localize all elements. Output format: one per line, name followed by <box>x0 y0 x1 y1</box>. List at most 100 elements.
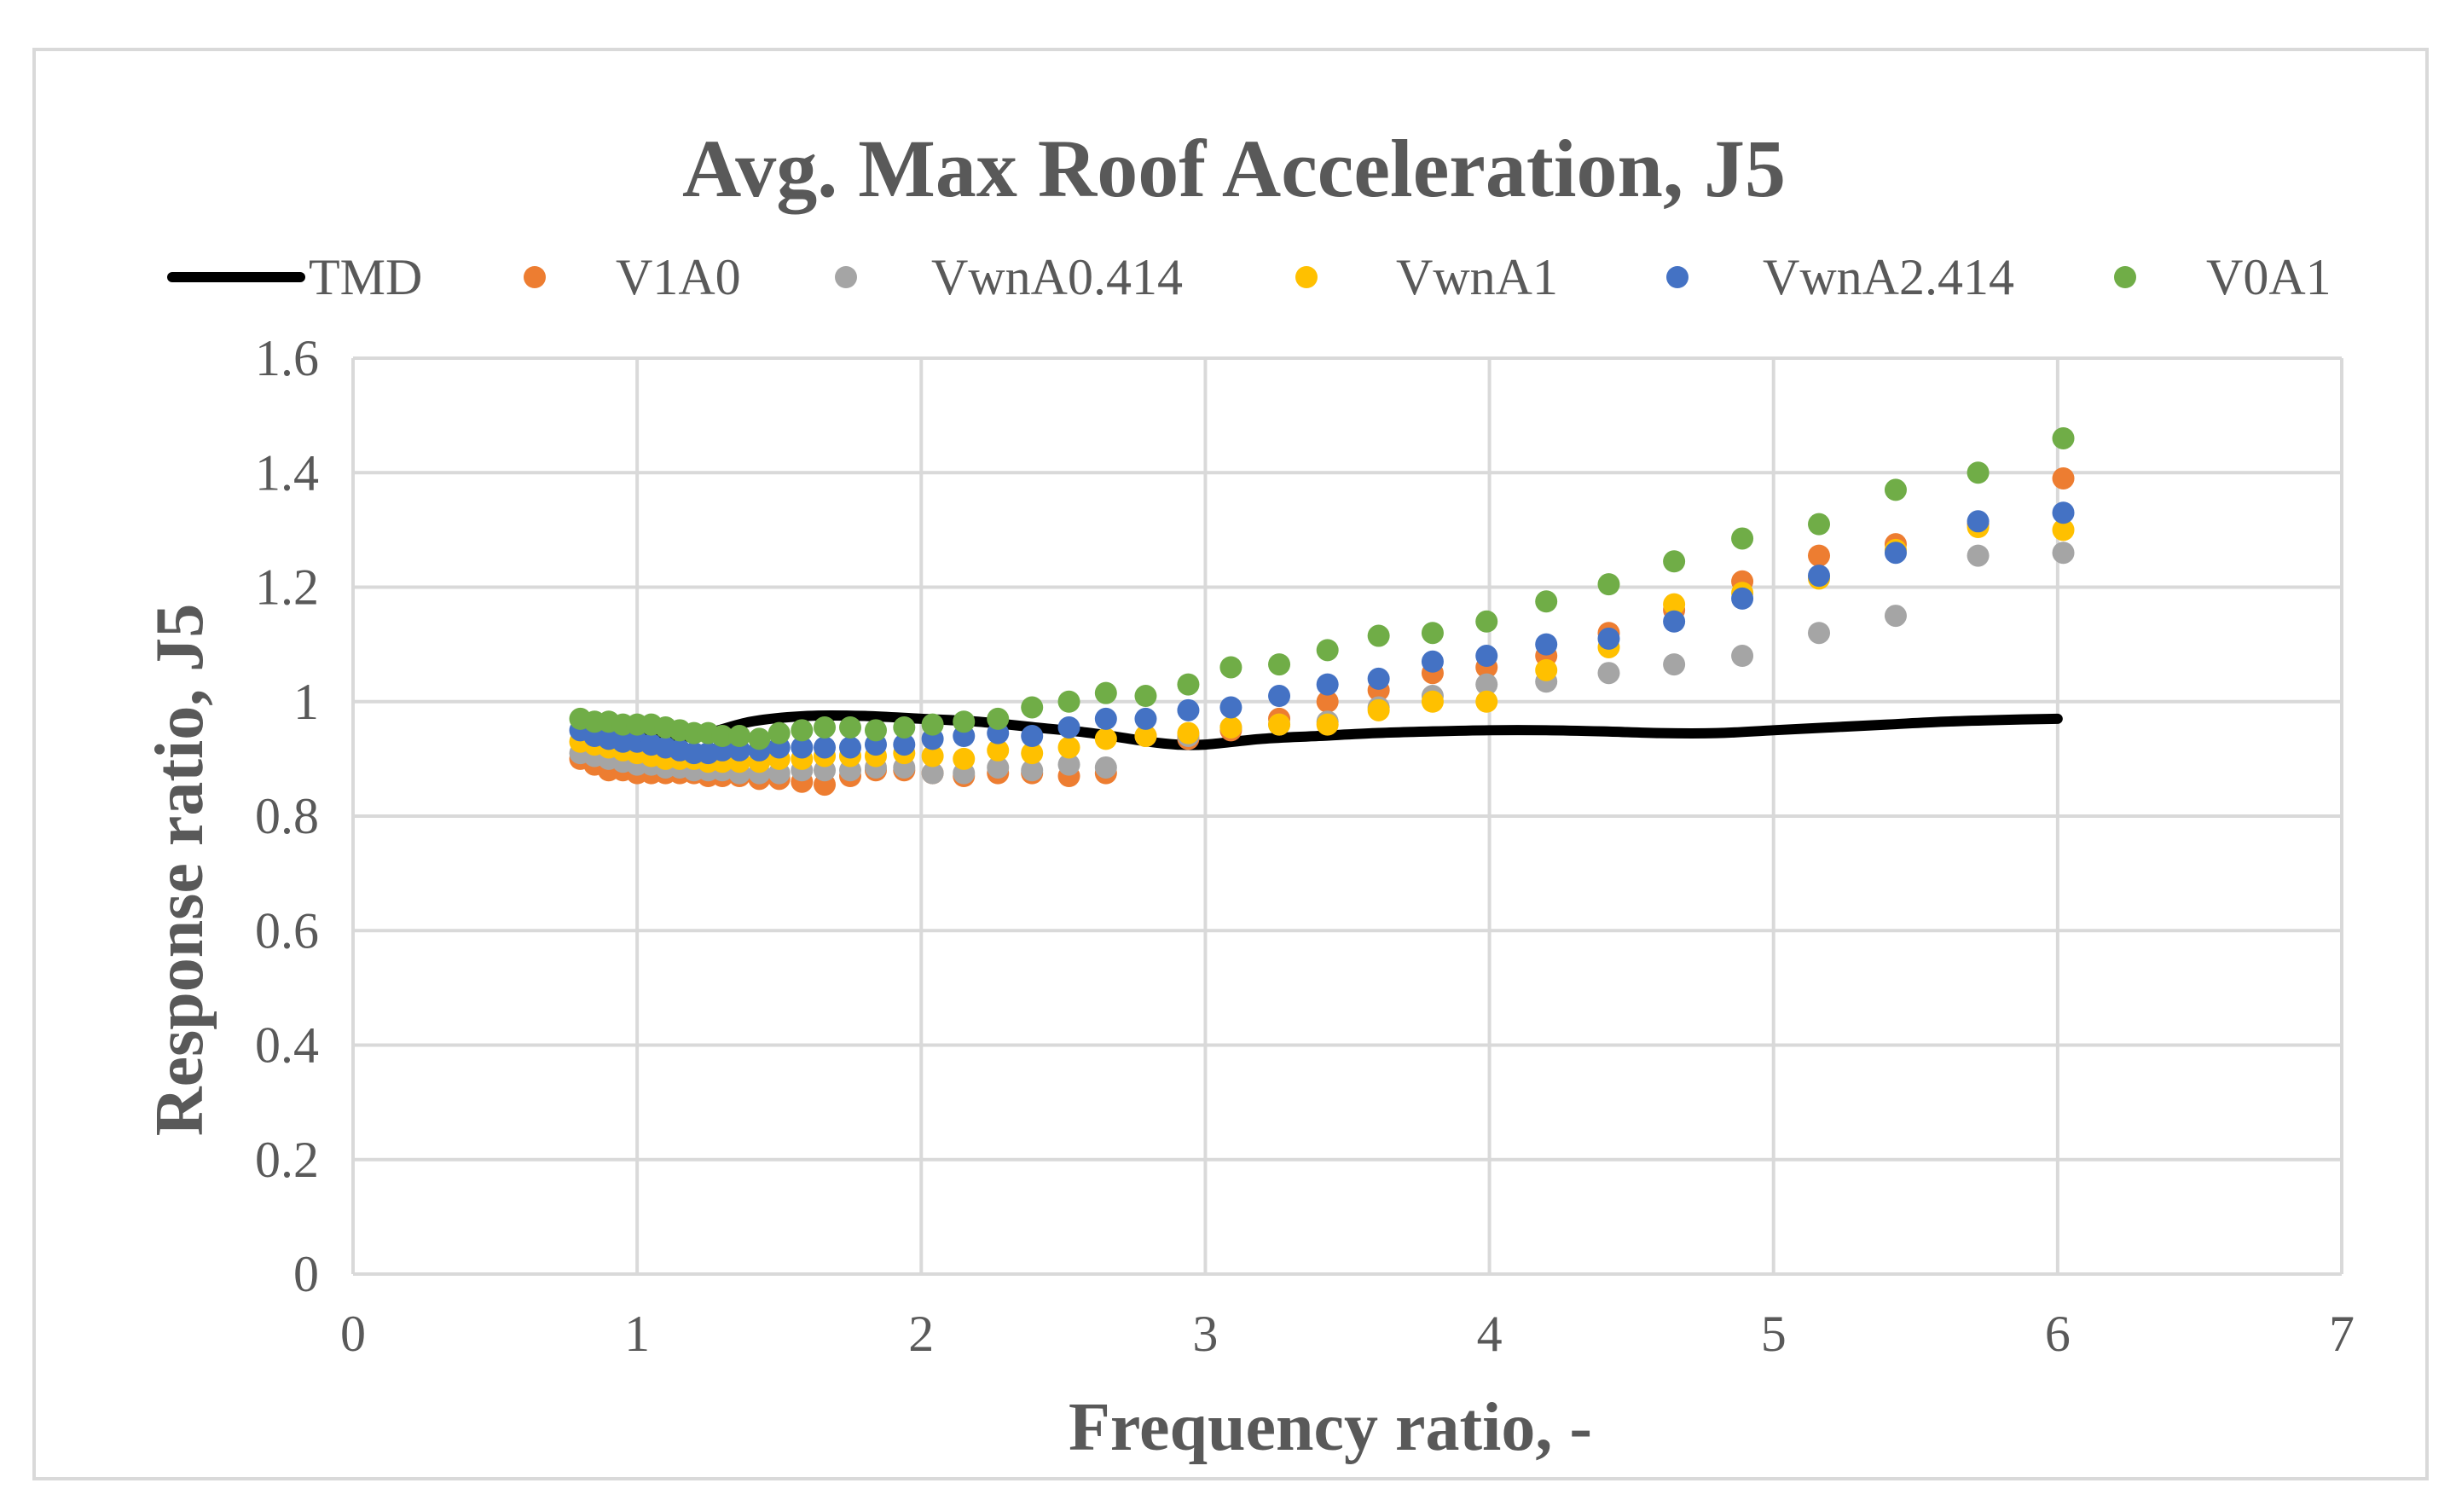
point-vwna1 <box>1535 658 1558 681</box>
point-v1a0 <box>1808 544 1831 567</box>
point-vwna2-414 <box>791 736 814 759</box>
point-vwna2-414 <box>1021 725 1044 748</box>
point-vwna0-414 <box>987 756 1010 779</box>
point-v0a1 <box>1177 673 1200 696</box>
point-vwna2-414 <box>1475 645 1498 668</box>
x-tick-label: 6 <box>2045 1306 2071 1362</box>
point-v0a1 <box>814 715 837 739</box>
legend-marker-v0a1 <box>2114 266 2136 288</box>
point-v0a1 <box>1134 685 1157 708</box>
x-tick-label: 2 <box>908 1306 934 1362</box>
point-v0a1 <box>1021 696 1044 719</box>
y-tick-label: 0.4 <box>255 1017 319 1074</box>
point-vwna2-414 <box>2052 501 2075 524</box>
point-vwna1 <box>1421 690 1444 713</box>
point-v0a1 <box>1884 478 1907 501</box>
point-vwna2-414 <box>1731 587 1754 610</box>
point-v0a1 <box>1268 653 1291 676</box>
point-v0a1 <box>1094 681 1117 704</box>
point-v0a1 <box>1597 573 1620 596</box>
point-vwna0-414 <box>1663 653 1686 676</box>
point-v0a1 <box>1731 527 1754 550</box>
point-vwna1 <box>1057 736 1080 759</box>
y-tick-label: 0.6 <box>255 902 319 959</box>
legend-marker-vwna0-414 <box>835 266 857 288</box>
point-v0a1 <box>2052 426 2075 449</box>
point-v0a1 <box>953 710 976 733</box>
point-vwna0-414 <box>1057 753 1080 776</box>
point-vwna1 <box>1475 690 1498 713</box>
point-v0a1 <box>1057 690 1080 713</box>
point-v0a1 <box>728 725 751 748</box>
point-vwna2-414 <box>1268 685 1291 708</box>
point-vwna2-414 <box>839 736 861 759</box>
point-v0a1 <box>1808 513 1831 536</box>
point-vwna1 <box>1367 698 1390 721</box>
point-vwna2-414 <box>1597 627 1620 650</box>
point-vwna2-414 <box>893 733 916 756</box>
point-vwna2-414 <box>1967 510 1990 533</box>
legend-label-v1a0: V1A0 <box>616 249 741 305</box>
point-vwna1 <box>953 747 976 770</box>
x-tick-label: 3 <box>1192 1306 1218 1362</box>
point-vwna2-414 <box>1316 673 1339 696</box>
point-vwna2-414 <box>1663 610 1686 633</box>
x-tick-label: 4 <box>1477 1306 1503 1362</box>
point-v0a1 <box>711 725 734 748</box>
point-vwna2-414 <box>1367 667 1390 690</box>
point-vwna2-414 <box>1057 715 1080 739</box>
point-vwna1 <box>1268 713 1291 736</box>
point-vwna1 <box>1021 742 1044 765</box>
point-vwna2-414 <box>1094 707 1117 730</box>
y-tick-label: 0.2 <box>255 1132 319 1188</box>
point-vwna0-414 <box>1094 756 1117 779</box>
x-tick-label: 7 <box>2329 1306 2355 1362</box>
point-vwna0-414 <box>1597 662 1620 685</box>
legend-marker-v1a0 <box>524 266 546 288</box>
point-v0a1 <box>1663 550 1686 573</box>
point-v0a1 <box>921 713 944 736</box>
point-v0a1 <box>1421 622 1444 645</box>
chart-canvas: Avg. Max Roof Acceleration, J5 TMD V1A0 Vw… <box>142 123 2355 1465</box>
point-v0a1 <box>1219 656 1242 679</box>
y-tick-label: 1.6 <box>255 330 319 386</box>
point-v0a1 <box>1967 461 1990 484</box>
point-vwna0-414 <box>1731 645 1754 668</box>
gridlines <box>351 356 2343 1276</box>
point-vwna0-414 <box>1475 673 1498 696</box>
point-vwna0-414 <box>1021 759 1044 782</box>
point-v0a1 <box>1535 590 1558 613</box>
point-v0a1 <box>1475 610 1498 633</box>
point-v0a1 <box>893 715 916 739</box>
legend-label-tmd: TMD <box>309 249 422 305</box>
legend-label-vwna0-414: VwnA0.414 <box>931 249 1183 305</box>
y-tick-label: 1.4 <box>255 444 319 501</box>
point-v0a1 <box>1316 639 1339 662</box>
legend-label-v0a1: V0A1 <box>2206 249 2331 305</box>
point-vwna2-414 <box>814 736 837 759</box>
point-v0a1 <box>839 715 861 739</box>
point-vwna2-414 <box>1134 707 1157 730</box>
point-vwna2-414 <box>1177 698 1200 721</box>
point-vwna0-414 <box>1967 544 1990 567</box>
point-vwna2-414 <box>1421 650 1444 673</box>
y-tick-label: 0 <box>293 1246 319 1302</box>
point-vwna0-414 <box>2052 542 2075 565</box>
x-axis-title: Frequency ratio, - <box>1069 1390 1592 1465</box>
point-vwna1 <box>1663 593 1686 616</box>
series-layer <box>569 426 2075 797</box>
point-vwna1 <box>1177 721 1200 744</box>
chart-frame: Avg. Max Roof Acceleration, J5 TMD V1A0 Vw… <box>32 48 2429 1480</box>
y-tick-label: 0.8 <box>255 788 319 844</box>
point-vwna1 <box>1219 715 1242 739</box>
x-tick-label: 1 <box>624 1306 650 1362</box>
point-vwna1 <box>921 744 944 768</box>
point-v0a1 <box>791 719 814 742</box>
point-v0a1 <box>1367 624 1390 647</box>
point-v0a1 <box>987 707 1010 730</box>
point-vwna1 <box>1094 727 1117 750</box>
x-tick-label: 0 <box>340 1306 366 1362</box>
point-vwna1 <box>1134 725 1157 748</box>
series-line-tmd <box>575 710 2063 750</box>
chart-title: Avg. Max Roof Acceleration, J5 <box>682 123 1786 214</box>
